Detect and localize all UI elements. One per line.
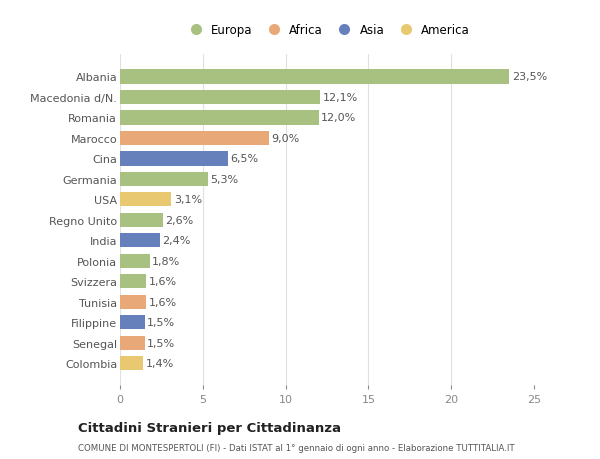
Text: 1,4%: 1,4%	[146, 358, 174, 369]
Bar	[120, 356, 143, 370]
Text: 12,0%: 12,0%	[321, 113, 356, 123]
Text: 1,5%: 1,5%	[148, 318, 175, 328]
Text: 1,8%: 1,8%	[152, 256, 181, 266]
Text: COMUNE DI MONTESPERTOLI (FI) - Dati ISTAT al 1° gennaio di ogni anno - Elaborazi: COMUNE DI MONTESPERTOLI (FI) - Dati ISTA…	[78, 443, 515, 452]
Bar	[120, 274, 146, 289]
Bar	[120, 172, 208, 187]
Text: 6,5%: 6,5%	[230, 154, 258, 164]
Text: 5,3%: 5,3%	[210, 174, 238, 185]
Text: 23,5%: 23,5%	[512, 72, 547, 82]
Text: 1,6%: 1,6%	[149, 277, 177, 286]
Bar	[120, 70, 509, 84]
Bar	[120, 295, 146, 309]
Text: Cittadini Stranieri per Cittadinanza: Cittadini Stranieri per Cittadinanza	[78, 421, 341, 434]
Bar	[120, 131, 269, 146]
Legend: Europa, Africa, Asia, America: Europa, Africa, Asia, America	[182, 21, 472, 39]
Bar	[120, 234, 160, 248]
Bar	[120, 90, 320, 105]
Bar	[120, 213, 163, 228]
Bar	[120, 111, 319, 125]
Text: 2,4%: 2,4%	[162, 236, 191, 246]
Bar	[120, 336, 145, 350]
Text: 1,5%: 1,5%	[148, 338, 175, 348]
Text: 12,1%: 12,1%	[323, 93, 358, 103]
Text: 2,6%: 2,6%	[166, 215, 194, 225]
Text: 3,1%: 3,1%	[174, 195, 202, 205]
Bar	[120, 254, 150, 269]
Bar	[120, 315, 145, 330]
Text: 1,6%: 1,6%	[149, 297, 177, 307]
Text: 9,0%: 9,0%	[272, 134, 300, 144]
Bar	[120, 152, 227, 166]
Bar	[120, 193, 172, 207]
